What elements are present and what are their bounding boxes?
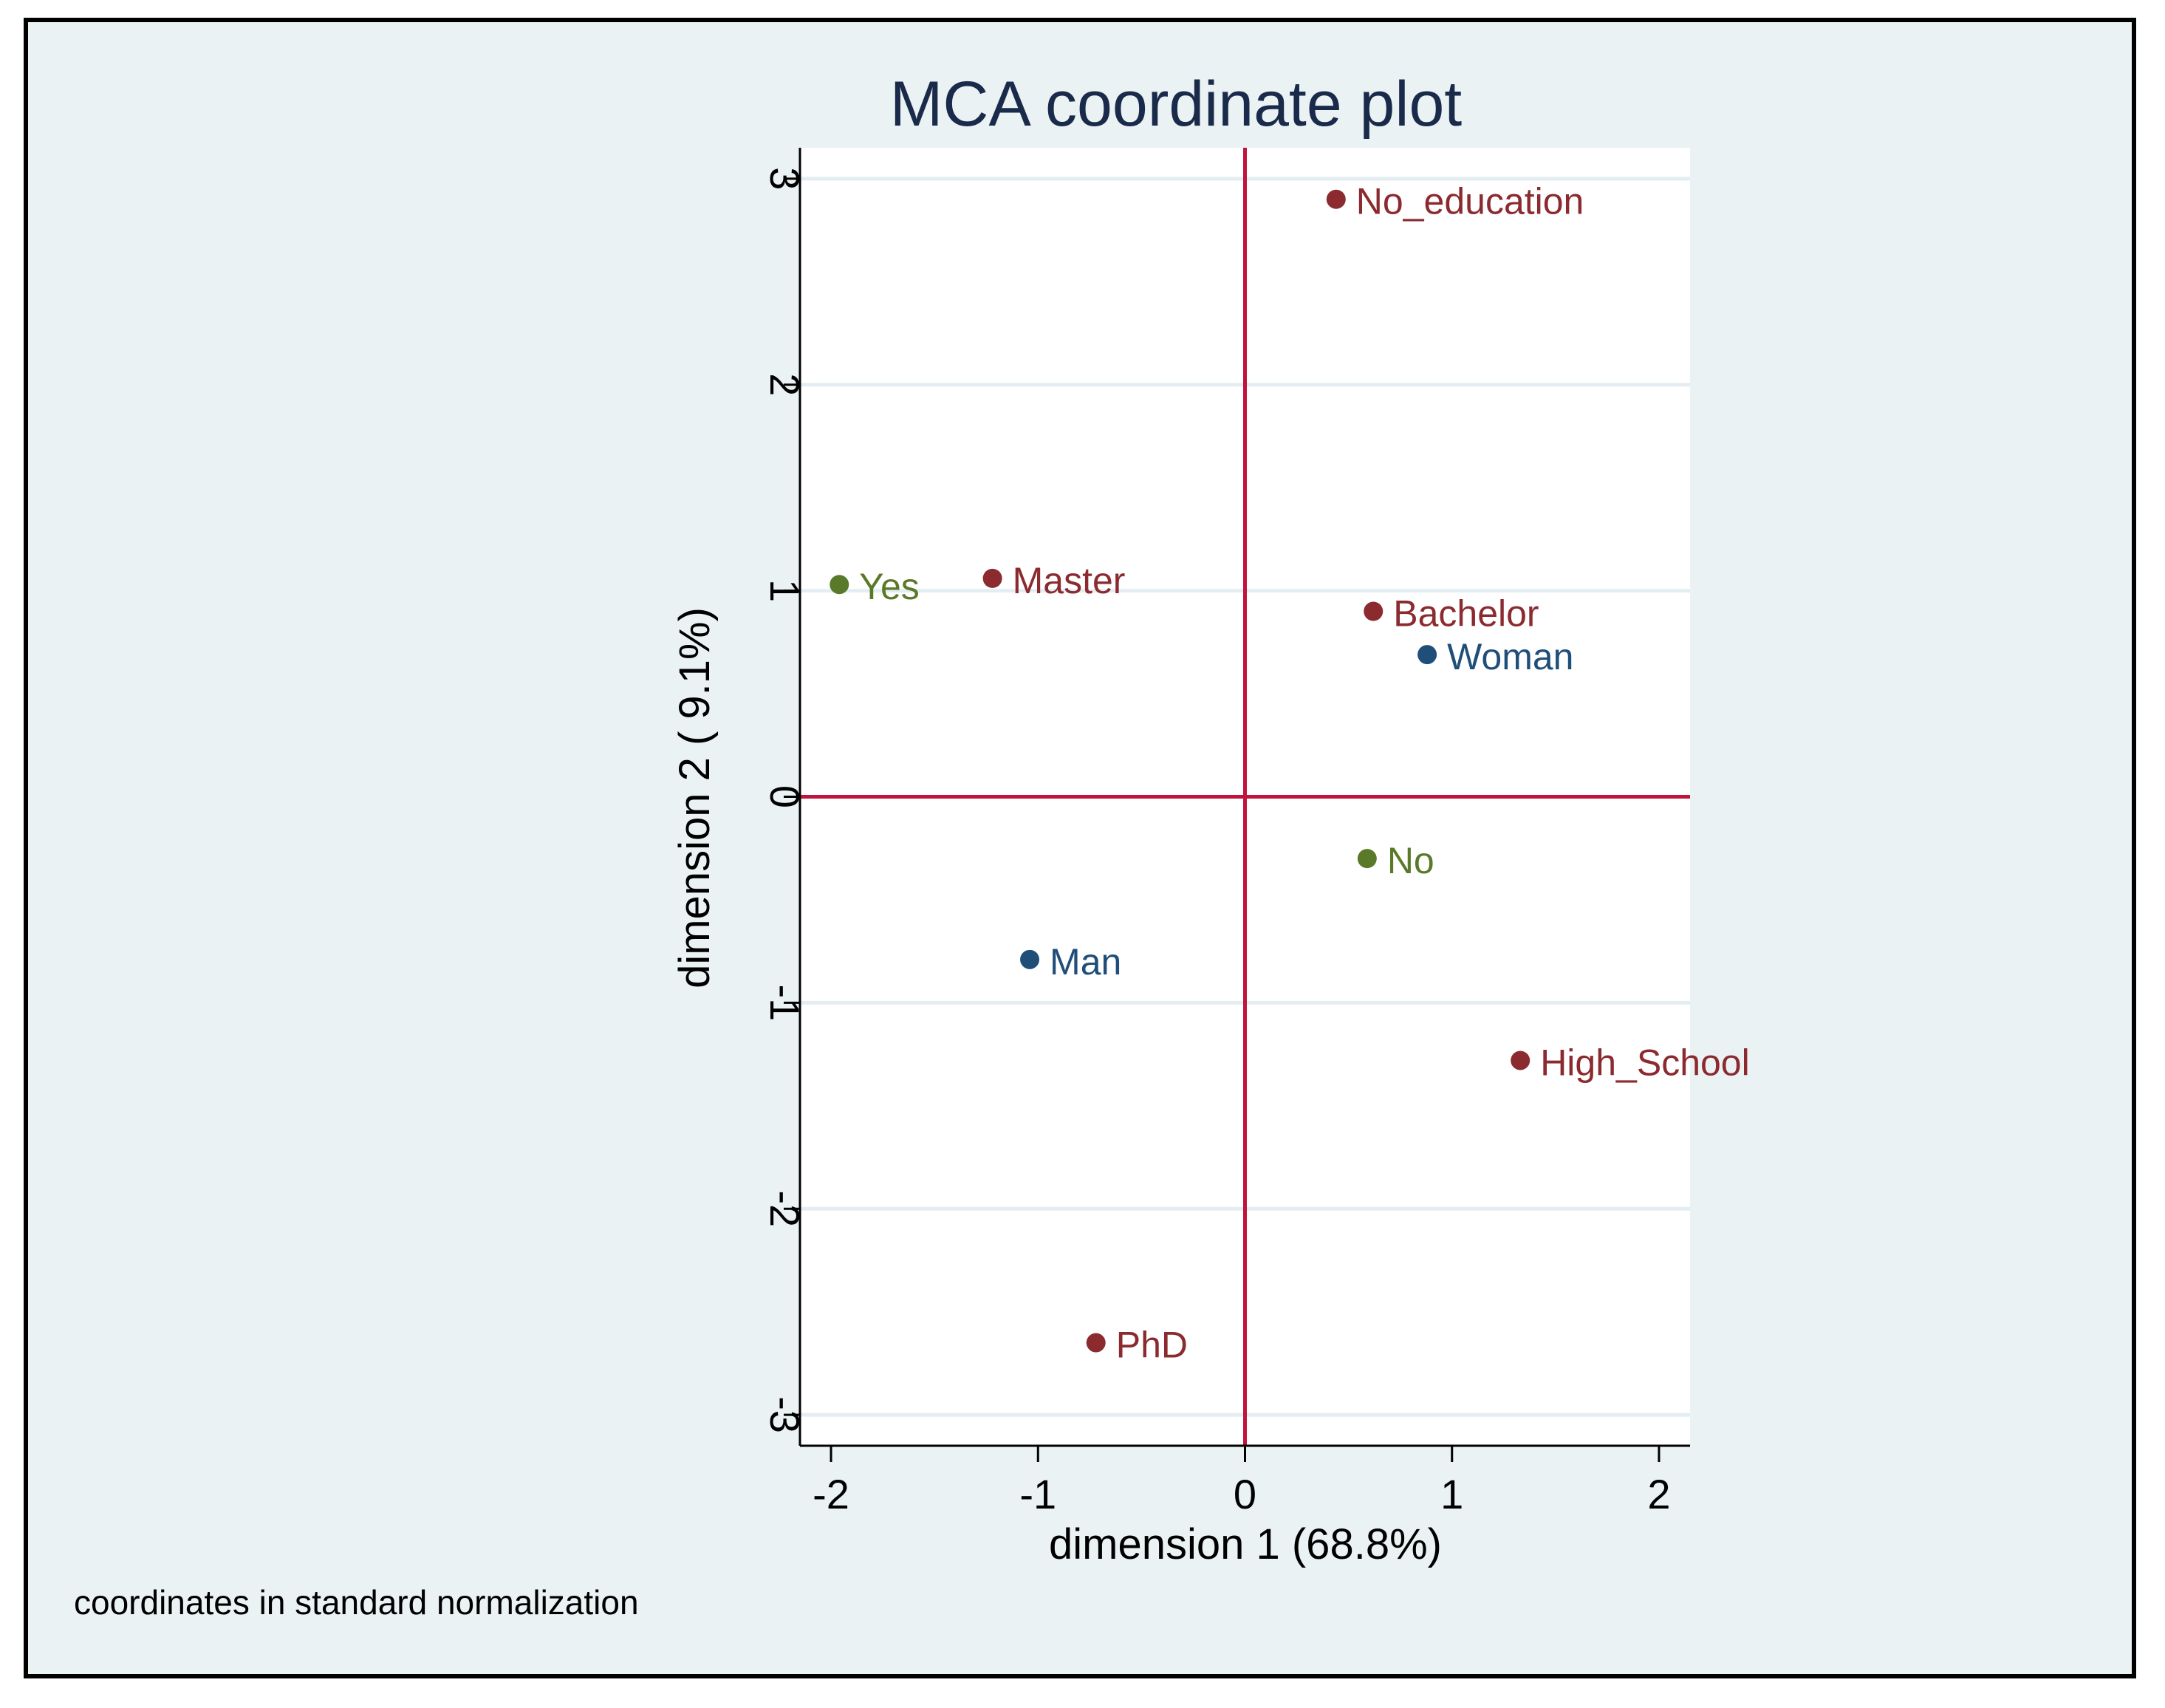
point-label-woman: Woman <box>1447 636 1573 677</box>
y-axis-label: dimension 2 ( 9.1%) <box>671 607 719 988</box>
point-marker-phd <box>1086 1333 1106 1353</box>
y-tick-label: 1 <box>762 579 808 602</box>
point-label-bachelor: Bachelor <box>1393 593 1539 635</box>
x-tick-label: -1 <box>1019 1471 1056 1517</box>
chart-title: MCA coordinate plot <box>890 69 1463 140</box>
x-tick-label: 0 <box>1234 1471 1256 1517</box>
point-marker-bachelor <box>1364 601 1384 621</box>
x-axis-label: dimension 1 (68.8%) <box>1049 1520 1442 1568</box>
point-marker-woman <box>1417 645 1437 665</box>
point-label-master: Master <box>1013 560 1126 601</box>
y-tick-label: 0 <box>762 785 808 808</box>
point-marker-no <box>1357 849 1377 869</box>
y-tick-label: -1 <box>762 984 808 1021</box>
x-tick-label: 2 <box>1647 1471 1670 1517</box>
y-tick-label: 3 <box>762 167 808 190</box>
point-marker-yes <box>830 575 849 595</box>
y-tick-label: -2 <box>762 1190 808 1227</box>
axes: -2 -1 0 1 2 -3 -2 -1 0 1 2 3 <box>762 148 1690 1517</box>
x-tick-label: -2 <box>813 1471 849 1517</box>
normalization-note: coordinates in standard normalization <box>74 1583 639 1622</box>
point-label-no_education: No_education <box>1356 181 1584 222</box>
point-marker-master <box>982 568 1002 588</box>
point-label-high_school: High_School <box>1540 1042 1750 1083</box>
point-label-man: Man <box>1050 941 1121 983</box>
data-points: No_education Master Bachelor High_School PhD… <box>830 181 1750 1366</box>
y-tick-label: 2 <box>762 373 808 396</box>
point-label-yes: Yes <box>859 566 920 607</box>
point-label-no: No <box>1387 840 1434 881</box>
x-tick-label: 1 <box>1440 1471 1463 1517</box>
y-tick-label: -3 <box>762 1396 808 1433</box>
reference-lines <box>800 148 1690 1446</box>
point-marker-no_education <box>1326 189 1346 209</box>
point-marker-high_school <box>1511 1051 1530 1070</box>
point-marker-man <box>1020 949 1040 969</box>
point-label-phd: PhD <box>1116 1325 1188 1366</box>
